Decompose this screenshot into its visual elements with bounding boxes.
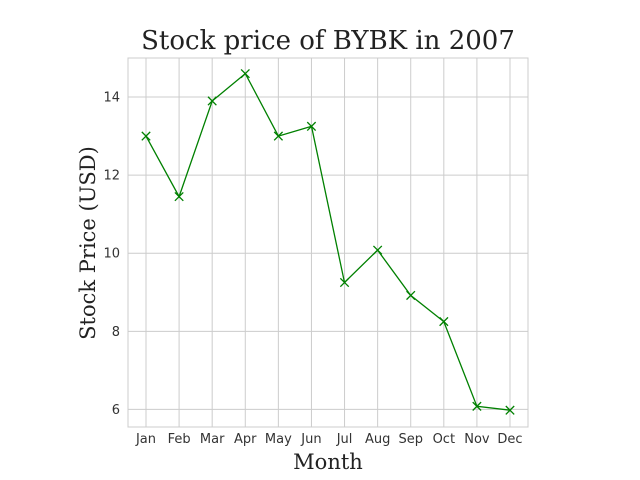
x-tick-label: Sep (398, 432, 423, 447)
y-tick-label: 10 (103, 247, 120, 262)
x-tick-label: Mar (200, 432, 225, 447)
x-tick-label: Dec (497, 432, 522, 447)
x-tick-label: Jul (336, 432, 353, 447)
series-markers (141, 68, 515, 415)
x-axis-label: Month (293, 450, 363, 474)
y-tick-label: 12 (103, 169, 120, 184)
data-point (273, 131, 284, 141)
data-point (505, 405, 515, 415)
data-point (439, 316, 449, 327)
data-point (339, 277, 350, 288)
data-point (207, 96, 217, 106)
y-tick-label: 8 (112, 325, 120, 340)
x-axis-ticks: Jan Feb Mar Apr May Jun Jul Aug Sep Oct Nov Dec (135, 432, 523, 447)
data-point (306, 121, 317, 131)
y-axis-ticks: 6 8 10 12 14 (103, 91, 120, 418)
x-tick-label: Jan (135, 432, 156, 447)
data-point (472, 401, 482, 411)
data-point (141, 131, 151, 141)
y-tick-label: 6 (112, 403, 120, 418)
plot-frame (127, 57, 529, 428)
x-tick-label: Nov (464, 432, 490, 447)
x-tick-label: Apr (234, 432, 257, 447)
x-tick-label: Oct (433, 432, 455, 447)
x-tick-label: May (265, 432, 292, 447)
x-tick-label: Jun (300, 432, 321, 447)
grid (128, 58, 528, 427)
x-tick-label: Feb (168, 432, 191, 447)
chart-title: Stock price of BYBK in 2007 (141, 26, 515, 56)
data-point (174, 191, 184, 202)
x-tick-label: Aug (365, 432, 390, 447)
data-point (240, 68, 250, 79)
series-line (145, 72, 511, 411)
data-point (406, 290, 416, 301)
data-point (372, 245, 383, 255)
y-tick-label: 14 (103, 91, 120, 106)
y-axis-label: Stock Price (USD) (76, 146, 100, 340)
